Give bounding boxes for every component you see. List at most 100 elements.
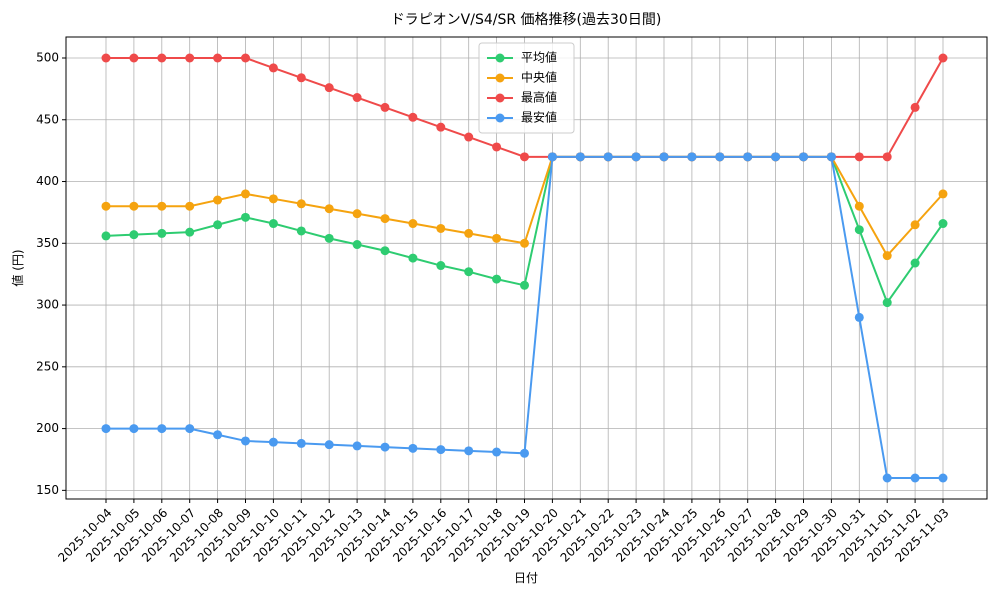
data-point <box>157 53 167 63</box>
data-point <box>436 122 446 132</box>
data-point <box>492 274 502 284</box>
data-point <box>436 223 446 233</box>
data-point <box>380 102 390 112</box>
data-point <box>101 424 111 434</box>
data-point <box>380 442 390 452</box>
data-point <box>213 53 223 63</box>
legend-marker <box>495 93 505 103</box>
data-point <box>882 251 892 261</box>
data-point <box>882 473 892 483</box>
y-tick-label: 500 <box>36 51 59 65</box>
data-point <box>241 53 250 63</box>
data-point <box>408 253 418 263</box>
data-point <box>938 189 948 199</box>
data-point <box>464 267 474 277</box>
data-point <box>157 228 167 238</box>
data-point <box>380 246 390 256</box>
data-point <box>492 142 502 152</box>
data-point <box>213 195 223 205</box>
data-point <box>520 280 529 290</box>
data-point <box>185 201 195 211</box>
data-point <box>882 298 892 308</box>
legend-marker <box>495 113 505 123</box>
legend-label: 最高値 <box>521 90 557 105</box>
legend-label: 平均値 <box>521 50 557 65</box>
data-point <box>129 53 139 63</box>
data-point <box>324 233 334 243</box>
y-tick-label: 200 <box>36 421 59 435</box>
data-point <box>157 201 167 211</box>
data-point <box>185 424 195 434</box>
data-point <box>324 204 334 214</box>
data-point <box>352 93 362 103</box>
data-point <box>854 152 864 162</box>
data-point <box>854 201 864 211</box>
data-point <box>101 53 111 63</box>
legend-box <box>478 42 575 134</box>
data-point <box>101 201 111 211</box>
data-point <box>352 441 362 451</box>
data-point <box>492 447 502 457</box>
data-point <box>492 233 502 243</box>
data-point <box>910 220 920 230</box>
data-point <box>520 238 529 248</box>
data-point <box>631 152 641 162</box>
data-point <box>129 230 139 240</box>
data-point <box>854 225 864 235</box>
legend-label: 最安値 <box>521 110 557 125</box>
data-point <box>938 473 948 483</box>
data-point <box>408 443 418 453</box>
data-point <box>520 448 529 458</box>
data-point <box>101 231 111 241</box>
data-point <box>213 220 223 230</box>
y-tick-label: 450 <box>36 112 59 126</box>
data-point <box>380 214 390 224</box>
data-point <box>910 258 920 268</box>
data-point <box>910 102 920 112</box>
data-point <box>799 152 808 162</box>
data-point <box>296 226 306 236</box>
data-point <box>659 152 669 162</box>
data-point <box>464 132 474 142</box>
data-point <box>464 446 474 456</box>
y-axis-label: 値 (円) <box>10 249 25 286</box>
legend-marker <box>495 53 505 63</box>
data-point <box>715 152 725 162</box>
data-point <box>241 212 250 222</box>
plot-frame <box>65 36 988 500</box>
data-point <box>185 53 195 63</box>
data-point <box>268 63 278 73</box>
data-point <box>324 440 334 450</box>
data-point <box>436 445 446 455</box>
data-point <box>687 152 697 162</box>
data-point <box>268 219 278 229</box>
data-point <box>436 261 446 271</box>
y-tick-label: 350 <box>36 236 59 250</box>
data-point <box>603 152 613 162</box>
data-point <box>408 112 418 122</box>
data-point <box>296 73 306 83</box>
data-point <box>882 152 892 162</box>
y-tick-label: 250 <box>36 359 59 373</box>
data-point <box>296 438 306 448</box>
chart-title: ドラピオンV/S4/SR 価格推移(過去30日間) <box>391 12 662 28</box>
y-tick-label: 400 <box>36 174 59 188</box>
data-point <box>408 219 418 229</box>
data-point <box>547 152 557 162</box>
data-point <box>129 424 139 434</box>
data-point <box>464 228 474 238</box>
data-point <box>910 473 920 483</box>
data-point <box>352 209 362 219</box>
data-point <box>268 437 278 447</box>
data-point <box>826 152 836 162</box>
data-point <box>771 152 781 162</box>
x-axis-label: 日付 <box>514 571 538 585</box>
y-tick-label: 300 <box>36 298 59 312</box>
data-point <box>743 152 753 162</box>
data-point <box>268 194 278 204</box>
data-point <box>938 53 948 63</box>
data-point <box>938 219 948 229</box>
legend-label: 中央値 <box>521 70 557 85</box>
data-point <box>854 312 864 322</box>
